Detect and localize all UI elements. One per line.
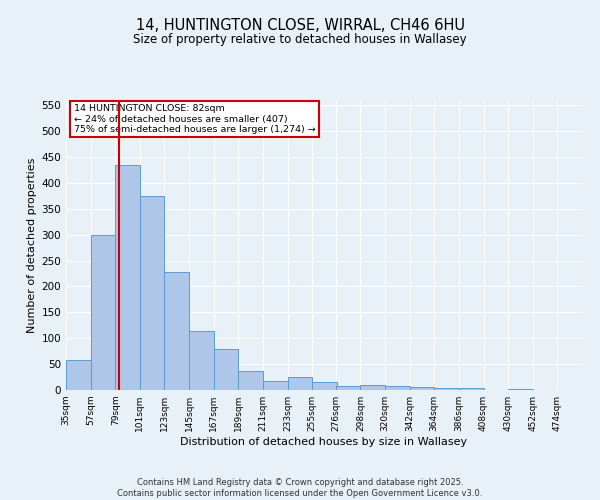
Bar	[459, 388, 484, 390]
Bar	[189, 332, 214, 390]
Bar	[115, 164, 140, 390]
Y-axis label: Number of detached properties: Number of detached properties	[27, 158, 37, 332]
Bar	[287, 376, 312, 390]
Text: 14 HUNTINGTON CLOSE: 82sqm
← 24% of detached houses are smaller (407)
75% of sem: 14 HUNTINGTON CLOSE: 82sqm ← 24% of deta…	[74, 104, 316, 134]
Bar	[410, 387, 434, 390]
Bar	[164, 272, 189, 390]
Bar	[66, 360, 91, 390]
Text: Contains HM Land Registry data © Crown copyright and database right 2025.
Contai: Contains HM Land Registry data © Crown c…	[118, 478, 482, 498]
Bar	[336, 386, 361, 390]
Bar	[312, 382, 337, 390]
Text: Size of property relative to detached houses in Wallasey: Size of property relative to detached ho…	[133, 32, 467, 46]
Bar	[263, 380, 287, 390]
Bar	[434, 388, 459, 390]
Bar	[361, 386, 385, 390]
Bar	[508, 389, 533, 390]
X-axis label: Distribution of detached houses by size in Wallasey: Distribution of detached houses by size …	[181, 437, 467, 447]
Bar	[140, 196, 164, 390]
Bar	[91, 234, 115, 390]
Bar	[214, 349, 238, 390]
Bar	[385, 386, 410, 390]
Bar	[238, 372, 263, 390]
Text: 14, HUNTINGTON CLOSE, WIRRAL, CH46 6HU: 14, HUNTINGTON CLOSE, WIRRAL, CH46 6HU	[136, 18, 464, 32]
